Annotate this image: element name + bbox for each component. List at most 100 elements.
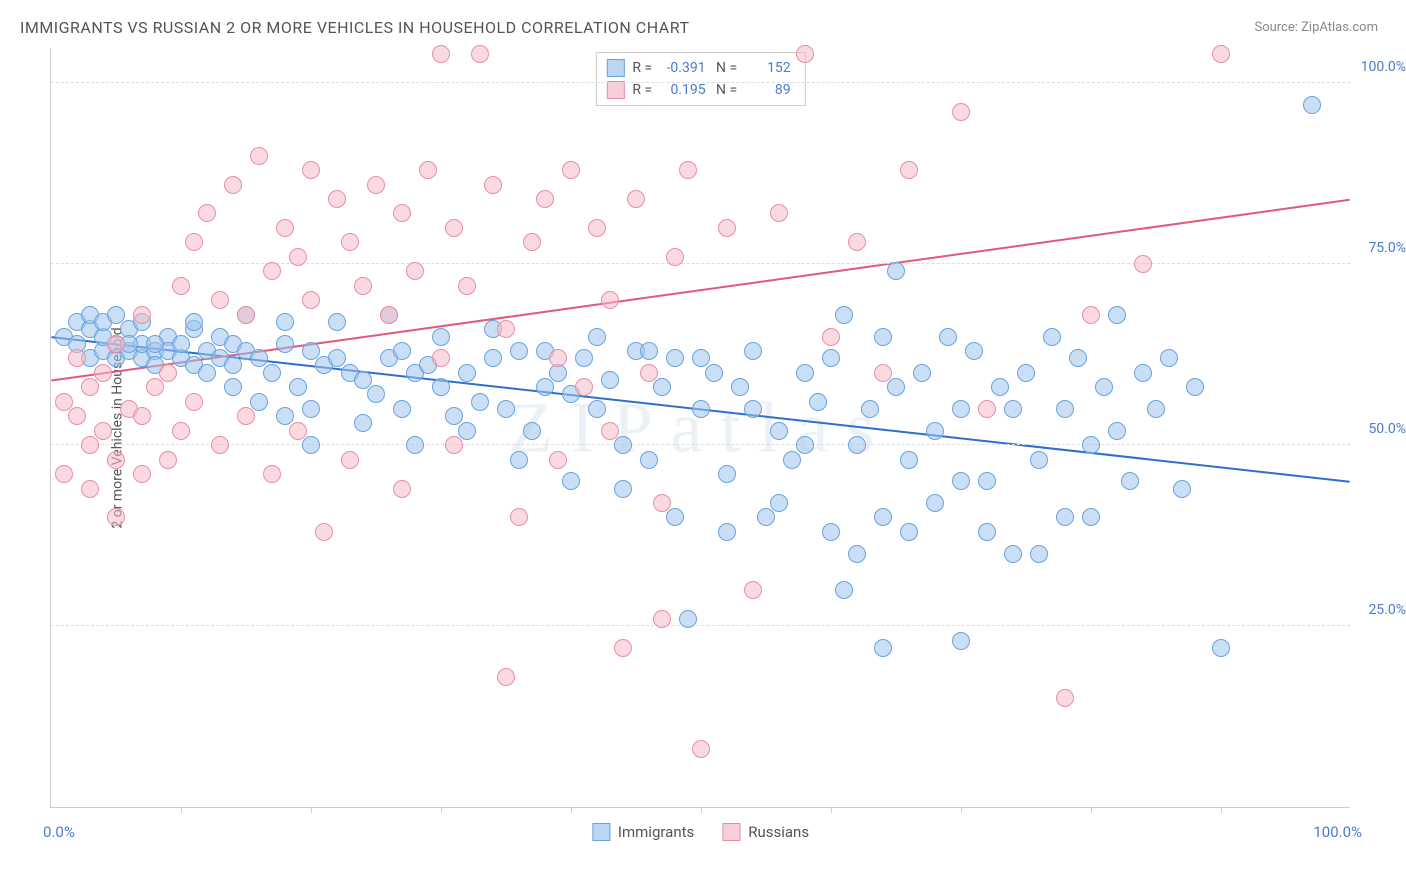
data-point (523, 422, 541, 440)
data-point (328, 313, 346, 331)
data-point (133, 407, 151, 425)
data-point (939, 328, 957, 346)
legend-item: Russians (722, 823, 809, 841)
data-point (432, 45, 450, 63)
data-point (822, 328, 840, 346)
data-point (640, 364, 658, 382)
data-point (1082, 306, 1100, 324)
data-point (94, 364, 112, 382)
y-tick-label: 50.0% (1368, 421, 1406, 437)
data-point (770, 422, 788, 440)
blue-swatch-icon (592, 823, 610, 841)
data-point (1212, 639, 1230, 657)
data-point (1056, 689, 1074, 707)
pink-swatch-icon (606, 81, 624, 99)
data-point (172, 335, 190, 353)
gridline (51, 444, 1350, 445)
blue-swatch-icon (606, 59, 624, 77)
data-point (744, 581, 762, 599)
data-point (679, 161, 697, 179)
x-tick (441, 807, 442, 813)
data-point (809, 393, 827, 411)
data-point (354, 277, 372, 295)
data-point (185, 233, 203, 251)
data-point (497, 320, 515, 338)
data-point (744, 342, 762, 360)
y-tick-label: 100.0% (1361, 59, 1406, 75)
data-point (302, 291, 320, 309)
data-point (926, 422, 944, 440)
data-point (276, 219, 294, 237)
data-point (471, 393, 489, 411)
data-point (224, 356, 242, 374)
y-tick-label: 25.0% (1368, 602, 1406, 618)
data-point (978, 472, 996, 490)
data-point (666, 349, 684, 367)
data-point (354, 414, 372, 432)
data-point (497, 668, 515, 686)
data-point (406, 436, 424, 454)
data-point (978, 400, 996, 418)
data-point (445, 219, 463, 237)
data-point (146, 378, 164, 396)
data-point (1212, 45, 1230, 63)
data-point (848, 233, 866, 251)
data-point (263, 262, 281, 280)
data-point (835, 306, 853, 324)
data-point (133, 306, 151, 324)
x-tick (1091, 807, 1092, 813)
data-point (55, 465, 73, 483)
data-point (692, 400, 710, 418)
data-point (380, 306, 398, 324)
data-point (263, 465, 281, 483)
data-point (796, 364, 814, 382)
data-point (744, 400, 762, 418)
series-legend: ImmigrantsRussians (592, 823, 809, 841)
data-point (341, 451, 359, 469)
data-point (900, 523, 918, 541)
data-point (757, 508, 775, 526)
data-point (1056, 400, 1074, 418)
data-point (458, 422, 476, 440)
x-tick (181, 807, 182, 813)
scatter-chart: 2 or more Vehicles in Household ZIPatlas… (50, 48, 1350, 808)
data-point (900, 161, 918, 179)
data-point (55, 393, 73, 411)
y-tick-label: 75.0% (1368, 240, 1406, 256)
data-point (211, 291, 229, 309)
data-point (159, 364, 177, 382)
data-point (614, 480, 632, 498)
data-point (133, 465, 151, 483)
data-point (666, 248, 684, 266)
x-tick (571, 807, 572, 813)
data-point (497, 400, 515, 418)
data-point (653, 378, 671, 396)
data-point (406, 262, 424, 280)
data-point (224, 378, 242, 396)
data-point (874, 364, 892, 382)
gridline (51, 82, 1350, 83)
data-point (250, 393, 268, 411)
data-point (237, 306, 255, 324)
data-point (237, 407, 255, 425)
data-point (510, 508, 528, 526)
data-point (796, 436, 814, 454)
data-point (276, 407, 294, 425)
data-point (341, 233, 359, 251)
data-point (107, 306, 125, 324)
data-point (393, 204, 411, 222)
data-point (1121, 472, 1139, 490)
data-point (978, 523, 996, 541)
data-point (614, 639, 632, 657)
data-point (692, 349, 710, 367)
data-point (770, 204, 788, 222)
data-point (302, 400, 320, 418)
data-point (1004, 400, 1022, 418)
data-point (1173, 480, 1191, 498)
data-point (900, 451, 918, 469)
data-point (107, 451, 125, 469)
data-point (575, 378, 593, 396)
data-point (458, 364, 476, 382)
chart-title: IMMIGRANTS VS RUSSIAN 2 OR MORE VEHICLES… (20, 18, 690, 37)
data-point (1160, 349, 1178, 367)
